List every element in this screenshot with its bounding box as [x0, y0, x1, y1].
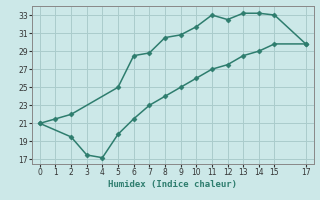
X-axis label: Humidex (Indice chaleur): Humidex (Indice chaleur) — [108, 180, 237, 189]
